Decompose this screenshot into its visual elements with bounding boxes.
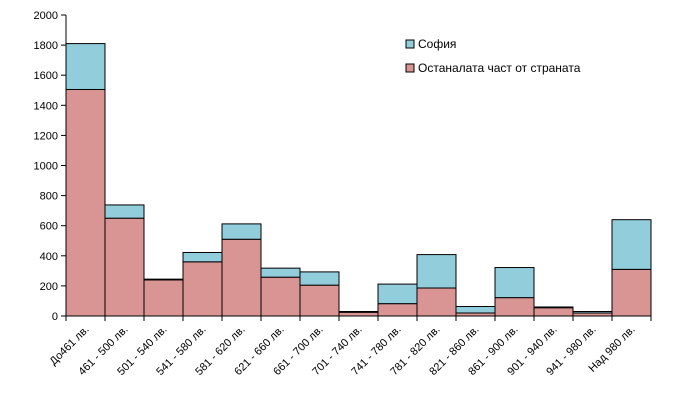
bar-rest-8 [377, 303, 418, 317]
bar-sofia-7 [338, 310, 379, 313]
bar-sofia-10 [455, 306, 496, 314]
bar-rest-3 [182, 261, 223, 317]
bar-rest-1 [104, 217, 145, 317]
bar-rest-7 [338, 311, 379, 317]
bars-group [65, 43, 652, 317]
bar-sofia-12 [533, 306, 574, 309]
y-tick-labels: 0 200 400 600 800 1000 1200 1400 1600 1800 2000 [34, 10, 58, 323]
y-tick-label-1000: 1000 [34, 161, 58, 173]
axes-group [61, 14, 652, 321]
bar-rest-12 [533, 307, 574, 317]
bar-sofia-0 [65, 43, 106, 90]
bar-sofia-3 [182, 251, 223, 263]
legend-swatch-0 [405, 39, 415, 49]
y-tick-label-1200: 1200 [34, 130, 58, 142]
legend-label-1: Останалата част от страната [418, 61, 581, 75]
y-tick-label-1600: 1600 [34, 70, 58, 82]
bar-rest-5 [260, 276, 301, 317]
y-tick-label-600: 600 [40, 221, 58, 233]
bar-sofia-2 [143, 278, 184, 281]
bar-sofia-4 [221, 223, 262, 240]
legend: София Останалата част от страната [405, 37, 581, 75]
y-tick-label-2000: 2000 [34, 10, 58, 22]
bar-sofia-13 [572, 310, 613, 314]
bar-rest-9 [416, 287, 457, 317]
bar-rest-4 [221, 238, 262, 317]
bar-sofia-5 [260, 267, 301, 278]
bar-sofia-14 [611, 219, 652, 270]
y-tick-label-1800: 1800 [34, 40, 58, 52]
bar-rest-2 [143, 279, 184, 317]
x-tick-labels: До461 лв.461 - 500 лв.501 - 540 лв.541 -… [47, 324, 637, 378]
bar-sofia-6 [299, 271, 340, 286]
y-tick-label-200: 200 [40, 281, 58, 293]
y-tick-label-0: 0 [52, 311, 58, 323]
bar-rest-11 [494, 297, 535, 317]
bar-rest-14 [611, 268, 652, 317]
y-tick-label-800: 800 [40, 191, 58, 203]
legend-label-0: София [418, 37, 456, 51]
bar-sofia-11 [494, 267, 535, 299]
bar-sofia-1 [104, 204, 145, 219]
y-tick-label-400: 400 [40, 251, 58, 263]
y-tick-label-1400: 1400 [34, 100, 58, 112]
bar-sofia-9 [416, 254, 457, 289]
bar-sofia-8 [377, 283, 418, 305]
bar-rest-0 [65, 89, 106, 317]
legend-swatch-1 [405, 63, 415, 73]
bar-rest-6 [299, 284, 340, 317]
